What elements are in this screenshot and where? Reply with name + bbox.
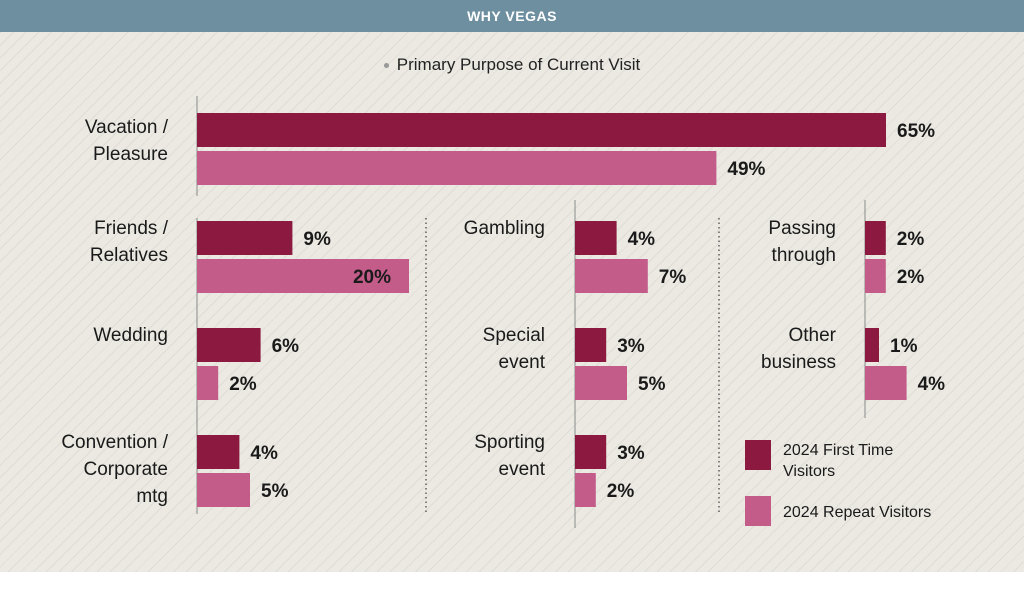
data-label-4-0: 4% [628, 229, 656, 250]
legend-label-1: 2024 Repeat Visitors [783, 504, 931, 521]
bar-7-series-0 [865, 221, 886, 255]
data-label-6-0: 3% [617, 443, 645, 464]
bar-1-series-0 [197, 221, 293, 255]
bar-3-series-0 [197, 435, 240, 469]
bar-3-series-1 [197, 473, 250, 507]
data-label-0-1: 49% [727, 159, 765, 180]
data-label-3-0: 4% [250, 443, 278, 464]
category-label-2: Wedding [93, 325, 168, 346]
bar-4-series-0 [575, 221, 617, 255]
bar-2-series-0 [197, 328, 261, 362]
data-label-6-1: 2% [607, 481, 635, 502]
bar-7-series-1 [865, 259, 886, 293]
bar-4-series-1 [575, 259, 648, 293]
data-label-5-1: 5% [638, 374, 666, 395]
legend-swatch-0 [745, 440, 771, 470]
data-label-4-1: 7% [659, 267, 687, 288]
data-label-2-1: 2% [229, 374, 257, 395]
bar-1-series-1 [197, 259, 409, 293]
bar-6-series-1 [575, 473, 596, 507]
data-label-1-1: 20% [353, 267, 391, 288]
category-label-5: Special event [483, 325, 546, 373]
category-label-4: Gambling [464, 218, 545, 239]
data-label-2-0: 6% [272, 336, 300, 357]
bar-0-series-1 [197, 151, 717, 185]
legend-label-0: 2024 First Time Visitors [783, 442, 893, 480]
data-label-0-0: 65% [897, 121, 935, 142]
chart-subtitle: Primary Purpose of Current Visit [0, 55, 1024, 75]
category-label-7: Passing through [768, 218, 836, 266]
data-label-5-0: 3% [617, 336, 645, 357]
data-label-7-1: 2% [897, 267, 925, 288]
data-label-8-1: 4% [918, 374, 946, 395]
bar-2-series-1 [197, 366, 219, 400]
category-label-3: Convention / Corporate mtg [61, 432, 168, 507]
data-label-7-0: 2% [897, 229, 925, 250]
chart-subtitle-text: Primary Purpose of Current Visit [396, 55, 641, 74]
header-title: WHY VEGAS [467, 8, 557, 24]
data-label-3-1: 5% [261, 481, 289, 502]
bullet-dot-icon [383, 63, 389, 69]
bar-5-series-1 [575, 366, 627, 400]
category-label-8: Other business [761, 325, 837, 373]
header-bar: WHY VEGAS [0, 0, 1024, 32]
bar-5-series-0 [575, 328, 607, 362]
bar-8-series-1 [865, 366, 907, 400]
data-label-1-0: 9% [303, 229, 331, 250]
data-label-8-0: 1% [890, 336, 918, 357]
bar-8-series-0 [865, 328, 879, 362]
legend-swatch-1 [745, 496, 771, 526]
bar-6-series-0 [575, 435, 607, 469]
category-label-0: Vacation / Pleasure [85, 117, 169, 165]
category-label-1: Friends / Relatives [90, 218, 169, 266]
category-label-6: Sporting event [474, 432, 545, 480]
bar-0-series-0 [197, 113, 886, 147]
